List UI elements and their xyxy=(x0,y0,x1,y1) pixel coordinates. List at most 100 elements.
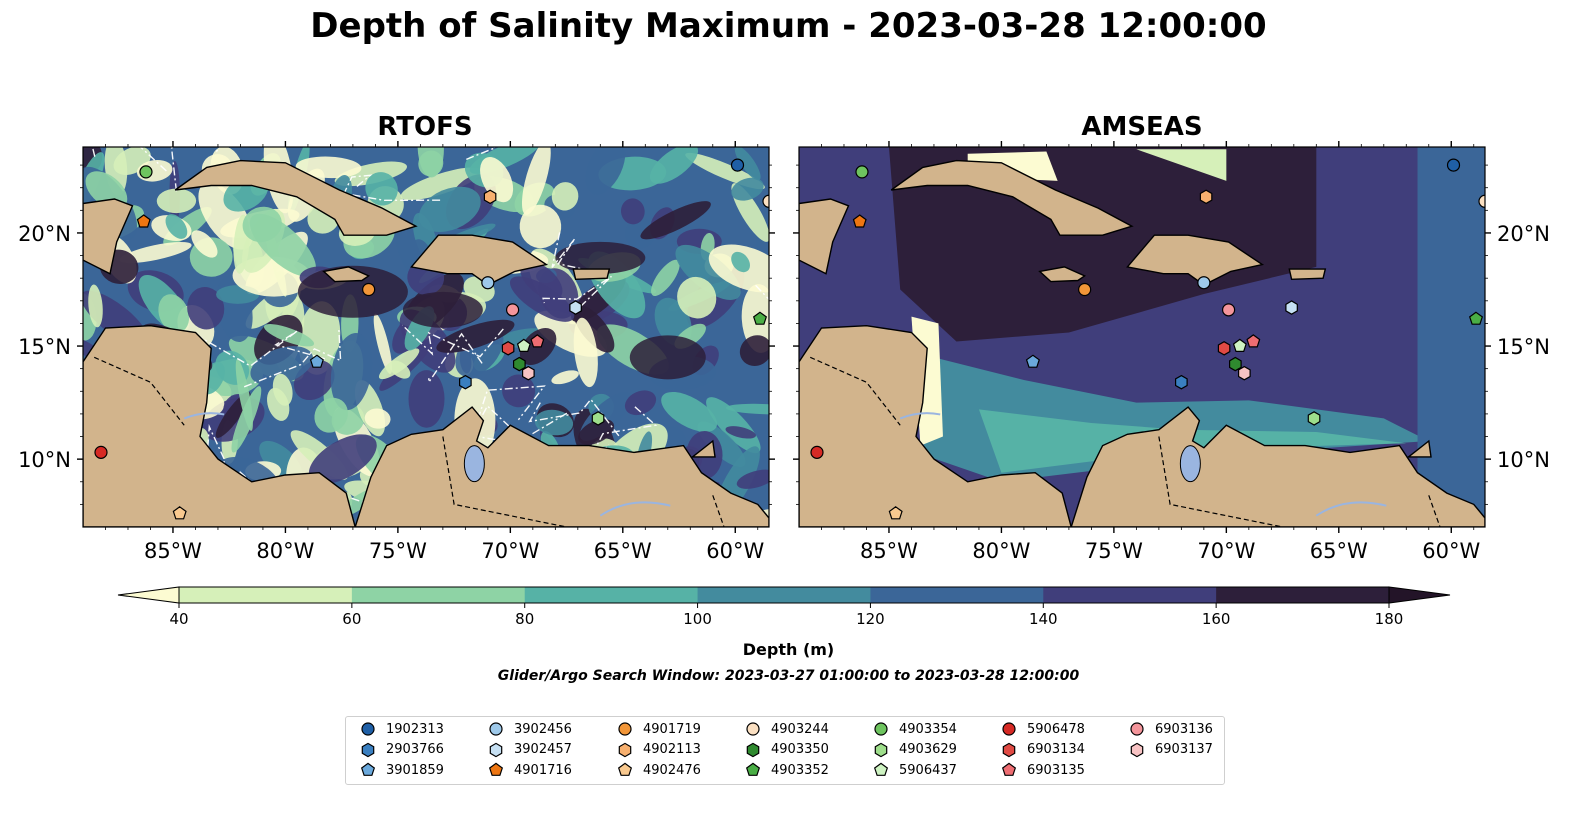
colorbar-tick-label: 40 xyxy=(169,610,188,628)
legend-marker xyxy=(618,742,632,757)
legend-marker-shape xyxy=(617,762,633,776)
float-marker xyxy=(1199,189,1213,205)
legend-marker xyxy=(874,742,888,757)
land-mass xyxy=(83,198,134,275)
land-mass xyxy=(83,324,356,527)
float-marker xyxy=(1217,341,1231,356)
legend-marker-shape xyxy=(1002,742,1016,757)
float-marker xyxy=(505,303,520,317)
legend-marker xyxy=(361,722,375,736)
float-marker xyxy=(1025,354,1040,368)
lon-tick-label: 65°W xyxy=(594,539,652,563)
float-marker xyxy=(136,214,151,228)
colorbar-label: Depth (m) xyxy=(742,640,835,659)
legend-entry: 4902476 xyxy=(617,760,701,780)
float-marker xyxy=(1468,311,1484,325)
land-mass xyxy=(174,159,418,236)
panel-title-rtofs: RTOFS xyxy=(377,112,473,142)
float-marker xyxy=(516,338,531,352)
legend-marker xyxy=(746,742,760,757)
float-marker xyxy=(730,158,745,172)
float-marker xyxy=(172,506,187,520)
legend-label: 4902113 xyxy=(643,742,701,757)
legend-entry: 6903136 xyxy=(1129,719,1213,739)
legend-entry: 4903352 xyxy=(745,760,829,780)
legend-marker-shape xyxy=(618,742,632,757)
float-legend: 1902313 2903766 3901859 3902456 3902457 49017… xyxy=(345,716,1225,785)
float-marker xyxy=(483,189,497,205)
float-marker xyxy=(1197,276,1211,290)
float-marker xyxy=(481,276,495,290)
legend-entry: 4903350 xyxy=(745,740,829,760)
land-mass xyxy=(410,234,549,286)
lon-tick-label: 85°W xyxy=(860,539,918,563)
lat-tick-label: 10°N xyxy=(1497,448,1550,472)
legend-entry: 4903629 xyxy=(873,740,957,760)
lon-tick-label: 80°W xyxy=(256,539,314,563)
legend-label: 4903350 xyxy=(771,742,829,757)
legend-label: 3901859 xyxy=(386,762,444,778)
legend-marker-shape xyxy=(489,742,503,757)
colorbar-segment xyxy=(870,587,1044,603)
legend-label: 1902313 xyxy=(386,721,444,737)
figure-title: Depth of Salinity Maximum - 2023-03-28 1… xyxy=(310,6,1267,46)
legend-marker-shape xyxy=(1001,762,1017,776)
legend-label: 3902457 xyxy=(514,742,572,757)
land-mass xyxy=(799,324,1072,527)
float-marker xyxy=(1228,356,1242,372)
float-marker xyxy=(810,445,824,459)
float-marker xyxy=(762,194,769,208)
legend-marker xyxy=(617,762,633,776)
legend-label: 4903352 xyxy=(771,762,829,778)
float-marker xyxy=(1478,194,1485,208)
legend-entry: 4901719 xyxy=(617,719,701,739)
lon-tick-label: 60°W xyxy=(706,539,764,563)
map-panel-rtofs: 85°W 80°W 75°W 70°W 65°W 60°W 20°N 15°N 10°N xyxy=(18,141,775,563)
lon-tick-label: 65°W xyxy=(1310,539,1368,563)
legend-label: 6903134 xyxy=(1027,742,1085,757)
colorbar-tick-label: 80 xyxy=(515,610,534,628)
colorbar-extend-low xyxy=(117,586,180,604)
legend-entry: 1902313 xyxy=(360,719,444,739)
float-marker xyxy=(501,341,515,356)
land-mass xyxy=(1126,234,1265,286)
legend-entry: 6903134 xyxy=(1001,740,1085,760)
lat-tick-label: 15°N xyxy=(18,335,71,359)
colorbar-extend-high xyxy=(1388,586,1451,604)
land-mass xyxy=(1406,439,1432,458)
legend-marker-shape xyxy=(746,722,760,736)
colorbar-tick-label: 180 xyxy=(1375,610,1404,628)
legend-entry: 5906478 xyxy=(1001,719,1085,739)
lat-tick-label: 10°N xyxy=(18,448,71,472)
colorbar: 40 60 80 100 120 140 160 180 xyxy=(117,586,1451,628)
float-marker xyxy=(459,374,472,390)
legend-marker-shape xyxy=(1130,722,1144,736)
legend-label: 2903766 xyxy=(386,742,444,757)
land-mass xyxy=(322,266,371,283)
legend-marker xyxy=(488,762,504,776)
legend-label: 4901716 xyxy=(514,762,572,778)
float-marker xyxy=(855,165,869,179)
legend-entry: 4903354 xyxy=(873,719,957,739)
legend-marker-shape xyxy=(360,762,376,776)
float-marker xyxy=(309,354,324,368)
land-mass xyxy=(1070,406,1485,527)
land-mass xyxy=(572,268,611,281)
land-mass xyxy=(354,406,769,527)
float-marker xyxy=(139,165,153,179)
legend-label: 4902476 xyxy=(643,762,701,778)
legend-marker-shape xyxy=(488,762,504,776)
float-marker xyxy=(94,445,108,459)
lon-tick-label: 85°W xyxy=(144,539,202,563)
map-panel-amseas: 85°W 80°W 75°W 70°W 65°W 60°W 20°N 15°N 10°N xyxy=(793,141,1550,563)
float-marker xyxy=(1246,334,1261,348)
float-marker xyxy=(1221,303,1236,317)
legend-label: 6903137 xyxy=(1155,742,1213,757)
float-marker xyxy=(1307,411,1321,426)
lat-tick-label: 20°N xyxy=(1497,222,1550,246)
legend-marker-shape xyxy=(361,742,375,757)
float-marker xyxy=(1174,374,1188,390)
colorbar-segment xyxy=(697,587,871,603)
legend-marker-shape xyxy=(489,722,503,736)
legend-entry: 5906437 xyxy=(873,760,957,780)
